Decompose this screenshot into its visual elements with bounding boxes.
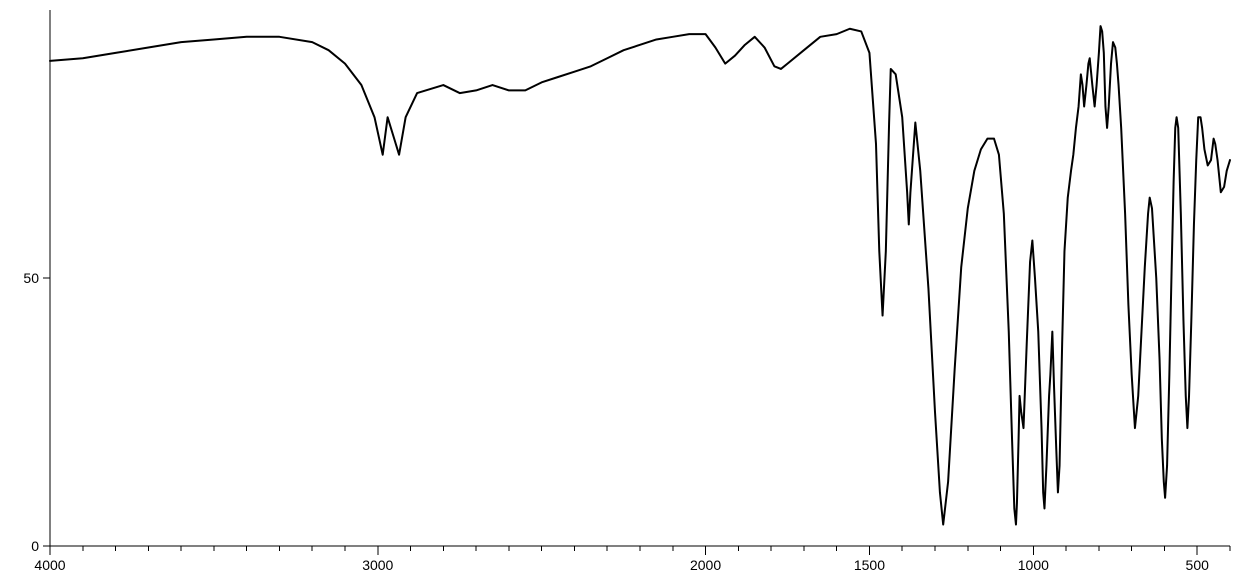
y-tick-label: 50: [23, 270, 39, 286]
x-tick-label: 1000: [1018, 557, 1049, 573]
x-tick-label: 1500: [854, 557, 885, 573]
x-tick-label: 500: [1186, 557, 1210, 573]
spectrum-chart: 4000 3000 2000 1500 1000 500 0 50: [0, 0, 1240, 588]
x-tick-label: 3000: [362, 557, 393, 573]
y-tick-label: 0: [31, 538, 39, 554]
x-tick-label: 2000: [690, 557, 721, 573]
x-tick-label: 4000: [34, 557, 65, 573]
spectrum-svg: 4000 3000 2000 1500 1000 500 0 50: [0, 0, 1240, 588]
